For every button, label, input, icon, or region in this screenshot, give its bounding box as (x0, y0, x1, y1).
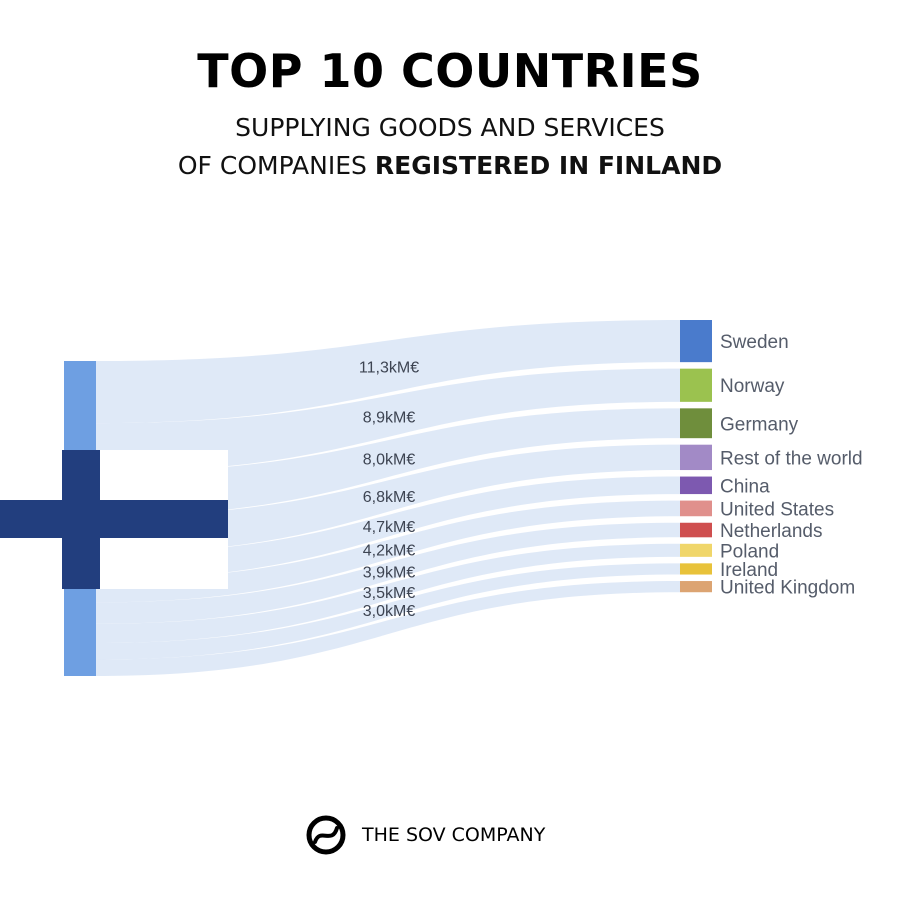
page-subtitle-line2: OF COMPANIES REGISTERED IN FINLAND (0, 151, 900, 180)
node-label-norway: Norway (720, 376, 785, 397)
node-sweden (680, 320, 712, 363)
node-netherlands (680, 522, 712, 538)
node-poland (680, 543, 712, 557)
node-ireland (680, 563, 712, 575)
flow-value-label-norway: 8,9kM€ (363, 409, 416, 426)
flow-value-label-sweden: 11,3kM€ (359, 360, 419, 377)
flow-link-netherlands (96, 522, 680, 624)
node-label-netherlands: Netherlands (720, 521, 822, 542)
brand-name: THE SOV COMPANY (362, 824, 546, 846)
node-label-sweden: Sweden (720, 332, 789, 353)
target-nodes: Sweden Norway Germany Rest of the world Chin… (680, 320, 863, 599)
page-title: TOP 10 COUNTRIES (197, 44, 703, 98)
flow-link-sweden (96, 320, 680, 424)
sov-logo-icon (306, 815, 346, 855)
node-china (680, 476, 712, 495)
flow-link-germany (96, 408, 680, 517)
flow-value-label-ireland: 3,0kM€ (363, 603, 416, 620)
flow-link-poland (96, 543, 680, 644)
node-germany (680, 408, 712, 439)
node-label-germany: Germany (720, 414, 799, 435)
node-label-poland: Poland (720, 541, 779, 562)
flow-link-china (96, 476, 680, 580)
node-label-rest-of-the-world: Rest of the world (720, 448, 863, 469)
node-label-ireland: Ireland (720, 560, 778, 581)
flow-link-norway (96, 368, 680, 473)
flow-labels: 11,3kM€ 8,9kM€ 8,0kM€ 6,8kM€ 4,7kM€ 4,2kM€ 3,9… (359, 360, 419, 621)
node-label-united-kingdom: United Kingdom (720, 578, 855, 599)
flow-value-label-china: 4,7kM€ (363, 519, 416, 536)
subtitle-prefix: OF COMPANIES (177, 151, 375, 180)
node-united-states (680, 500, 712, 517)
flow-value-label-poland: 3,5kM€ (363, 585, 416, 602)
flow-link-united-kingdom (96, 581, 680, 676)
node-label-china: China (720, 476, 770, 497)
node-label-united-states: United States (720, 499, 834, 520)
flow-value-label-united-states: 4,2kM€ (363, 543, 416, 560)
node-united-kingdom (680, 581, 712, 593)
flow-value-label-rest-of-the-world: 6,8kM€ (363, 489, 416, 506)
sankey-links (96, 320, 680, 676)
flow-link-rest-of-the-world (96, 444, 680, 554)
flow-link-ireland (96, 563, 680, 660)
flow-link-united-states (96, 500, 680, 603)
footer: THE SOV COMPANY (306, 815, 545, 855)
flow-value-label-germany: 8,0kM€ (363, 452, 416, 469)
node-rest-of-the-world (680, 444, 712, 471)
source-node (0, 361, 228, 676)
finland-flag-cross-horizontal (0, 500, 228, 538)
page-subtitle-line1: SUPPLYING GOODS AND SERVICES (235, 113, 665, 142)
subtitle-bold: REGISTERED IN FINLAND (374, 151, 723, 180)
node-norway (680, 368, 712, 402)
flow-value-label-netherlands: 3,9kM€ (363, 565, 416, 582)
